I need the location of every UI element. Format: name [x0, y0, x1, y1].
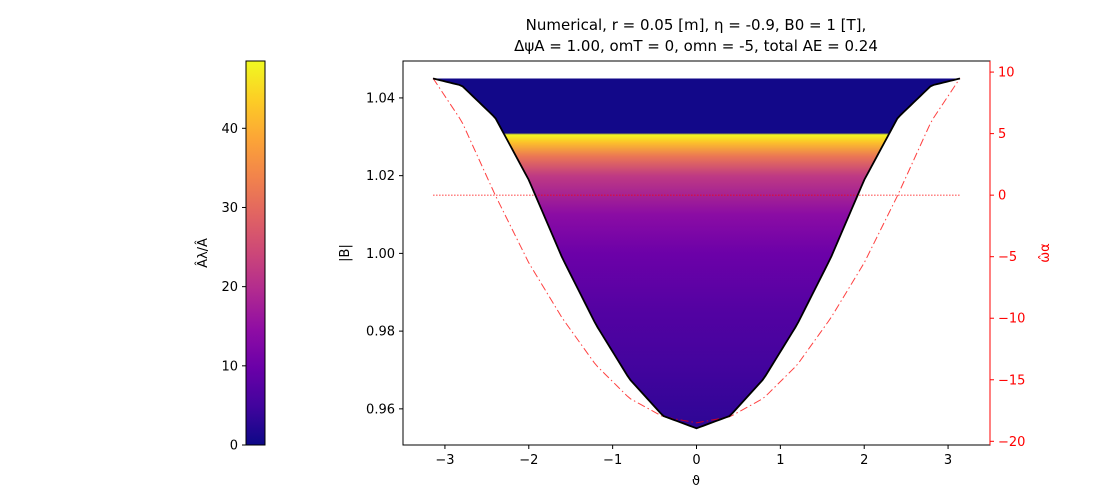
colorbar-gradient — [246, 61, 265, 445]
left-tick-label: 0.98 — [366, 325, 395, 340]
colorbar-tick-label: 0 — [230, 439, 238, 454]
x-axis-label: ϑ — [692, 474, 700, 489]
left-axis-label: |B| — [338, 244, 353, 262]
right-tick-label: 10 — [998, 66, 1015, 81]
alambda-density-fill — [433, 78, 960, 429]
right-tick-label: 5 — [998, 127, 1006, 142]
colorbar-ticks: 0 10 20 30 40 — [221, 122, 246, 454]
x-tick-label: −3 — [435, 453, 454, 468]
x-axis-ticks: −3 −2 −1 0 1 2 3 — [435, 445, 952, 468]
left-tick-label: 1.02 — [366, 169, 395, 184]
x-tick-label: 3 — [944, 453, 952, 468]
colorbar-tick-label: 30 — [221, 201, 238, 216]
colorbar-label: Âλ/Â — [195, 238, 211, 268]
chart-title-line1: Numerical, r = 0.05 [m], η = -0.9, B0 = … — [526, 16, 867, 34]
colorbar-tick-label: 40 — [221, 122, 238, 137]
x-tick-label: 0 — [692, 453, 700, 468]
omega-alpha-line — [432, 77, 961, 424]
right-tick-label: −10 — [998, 312, 1025, 327]
main-plot: −3 −2 −1 0 1 2 3 0.960.981.001.021.04 −20−15−1… — [338, 16, 1053, 489]
left-tick-label: 1.00 — [366, 247, 395, 262]
x-tick-label: −1 — [603, 453, 622, 468]
x-tick-label: 1 — [776, 453, 784, 468]
right-tick-label: −15 — [998, 373, 1025, 388]
right-axis-label: ω̂α — [1038, 243, 1053, 262]
colorbar-frame — [245, 60, 266, 446]
left-tick-label: 0.96 — [366, 402, 395, 417]
right-tick-label: 0 — [998, 189, 1006, 204]
magnetic-field-line — [432, 77, 961, 430]
left-tick-label: 1.04 — [366, 91, 395, 106]
x-tick-label: 2 — [860, 453, 868, 468]
chart-title-line2: ΔψA = 1.00, omT = 0, omn = -5, total AE … — [514, 37, 878, 55]
right-tick-label: −20 — [998, 435, 1025, 450]
right-axis-ticks: −20 −15 −10 −5 0 5 10 — [989, 61, 1025, 450]
colorbar-tick-label: 20 — [221, 280, 238, 295]
left-axis-ticks: 0.96 0.98 1.00 1.02 1.04 — [366, 91, 403, 417]
x-tick-label: −2 — [519, 453, 538, 468]
colorbar: 0 10 20 30 40 Âλ/Â — [195, 60, 266, 454]
colorbar-tick-label: 10 — [221, 359, 238, 374]
right-tick-label: −5 — [998, 250, 1017, 265]
